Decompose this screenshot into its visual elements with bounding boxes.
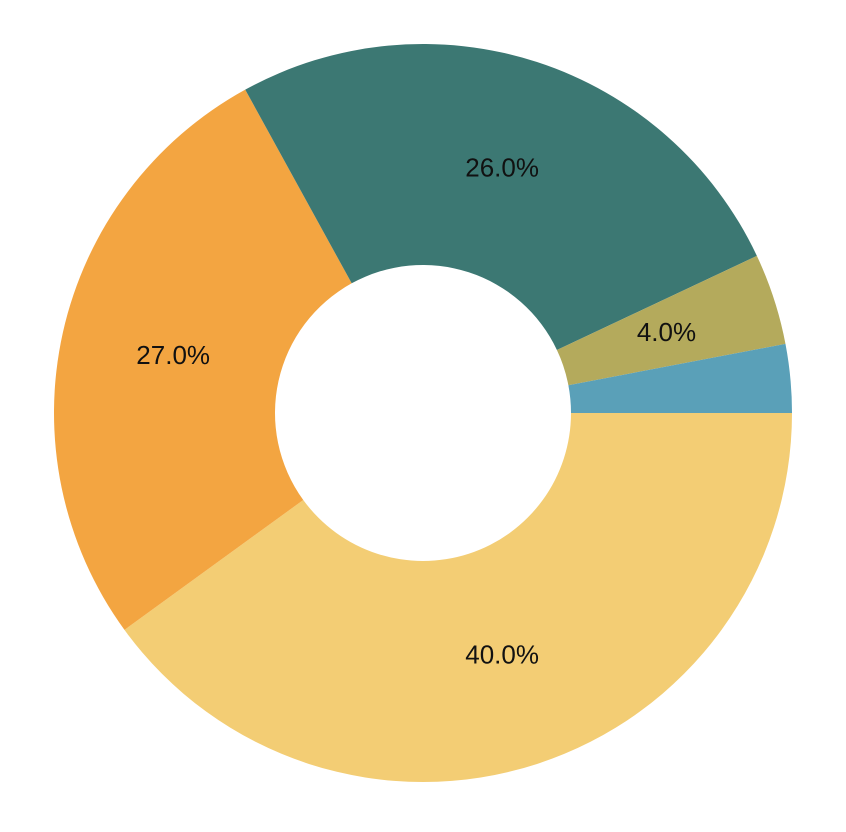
value-label: 27.0% — [136, 340, 210, 370]
donut-segment — [124, 413, 793, 783]
donut-segment — [53, 89, 352, 630]
donut-segment — [568, 343, 792, 413]
donut-segment — [245, 44, 757, 350]
value-label: 4.0% — [637, 317, 696, 347]
value-label: 40.0% — [465, 639, 539, 669]
value-label: 26.0% — [465, 152, 539, 182]
donut-segment — [556, 255, 786, 386]
